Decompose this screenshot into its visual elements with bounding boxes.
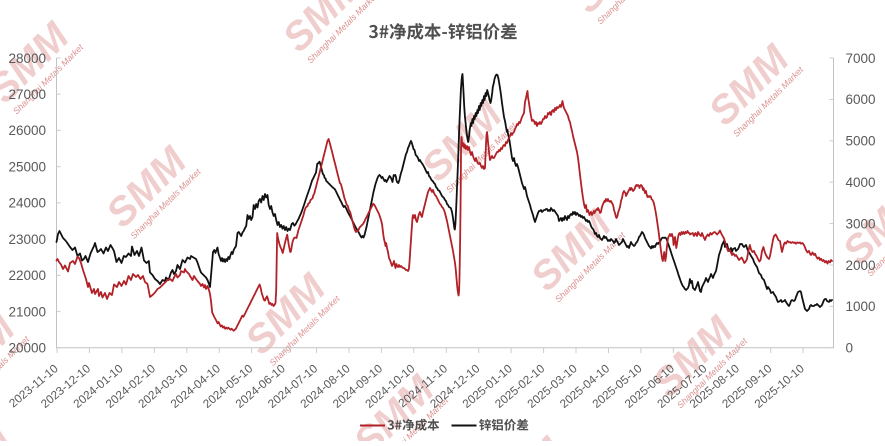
svg-text:24000: 24000 [8, 196, 46, 211]
svg-text:27000: 27000 [8, 87, 46, 102]
svg-text:1000: 1000 [846, 299, 876, 314]
svg-text:26000: 26000 [8, 123, 46, 138]
svg-text:5000: 5000 [846, 134, 876, 149]
svg-text:7000: 7000 [846, 51, 876, 66]
svg-text:22000: 22000 [8, 268, 46, 283]
svg-text:6000: 6000 [846, 92, 876, 107]
svg-text:28000: 28000 [8, 51, 46, 66]
svg-text:25000: 25000 [8, 160, 46, 175]
svg-text:23000: 23000 [8, 232, 46, 247]
svg-text:20000: 20000 [8, 341, 46, 356]
svg-text:3000: 3000 [846, 216, 876, 231]
svg-text:2000: 2000 [846, 258, 876, 273]
svg-text:21000: 21000 [8, 304, 46, 319]
svg-text:0: 0 [846, 341, 854, 356]
svg-text:4000: 4000 [846, 175, 876, 190]
